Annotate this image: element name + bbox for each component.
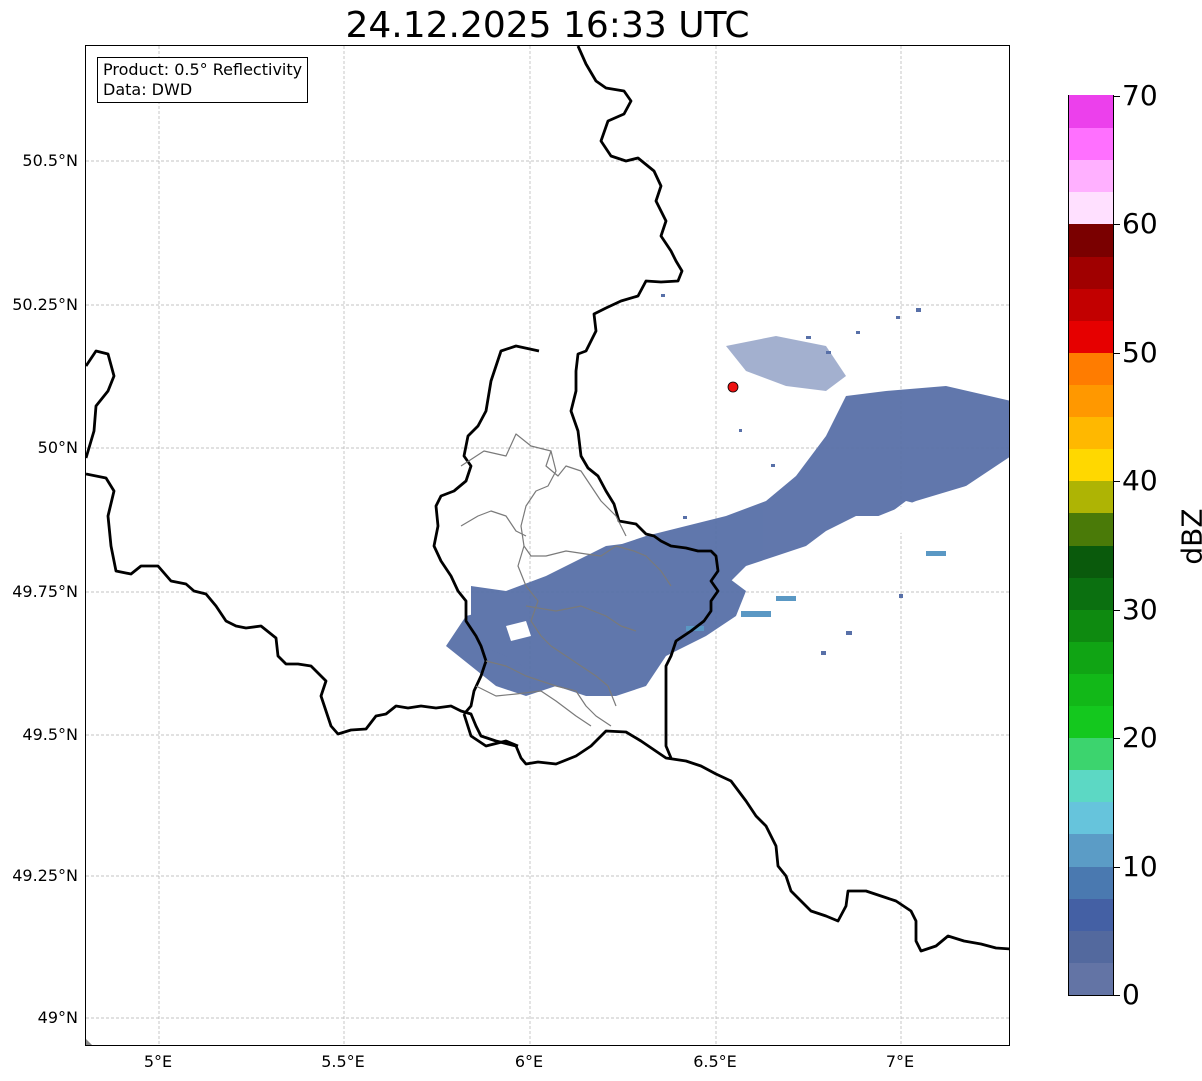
colorbar-segment xyxy=(1069,512,1113,546)
lat-label: 50°N xyxy=(37,438,78,457)
colorbar-tick-label: 0 xyxy=(1122,978,1140,1011)
colorbar-tick-label: 70 xyxy=(1122,79,1158,112)
colorbar-segment xyxy=(1069,962,1113,995)
map-title: 24.12.2025 16:33 UTC xyxy=(345,5,750,46)
colorbar-tick xyxy=(1114,609,1120,611)
colorbar-tick xyxy=(1114,224,1120,226)
colorbar-unit-label: dBZ xyxy=(1175,508,1202,565)
product-label: Product: 0.5° Reflectivity xyxy=(103,60,303,79)
colorbar-segment xyxy=(1069,223,1113,257)
colorbar-segment xyxy=(1069,127,1113,161)
colorbar-tick xyxy=(1114,995,1120,996)
lat-label: 50.25°N xyxy=(12,295,78,314)
colorbar-tick-label: 50 xyxy=(1122,335,1158,369)
colorbar-segment xyxy=(1069,705,1113,739)
colorbar-segment xyxy=(1069,95,1113,129)
colorbar-segment xyxy=(1069,737,1113,771)
radar-site-marker[interactable] xyxy=(727,381,739,393)
radar-map[interactable] xyxy=(85,45,1010,1046)
colorbar-segment xyxy=(1069,898,1113,931)
colorbar-segment xyxy=(1069,416,1113,450)
lon-label: 7°E xyxy=(885,1052,915,1071)
colorbar-segment xyxy=(1069,480,1113,514)
colorbar-tick-label: 40 xyxy=(1122,464,1158,498)
colorbar-tick-label: 10 xyxy=(1122,849,1158,883)
colorbar-segment xyxy=(1069,159,1113,193)
colorbar-segment xyxy=(1069,801,1113,835)
colorbar-tick xyxy=(1114,738,1120,740)
colorbar-segment xyxy=(1069,577,1113,610)
colorbar-tick-label: 60 xyxy=(1122,207,1158,241)
colorbar-segment xyxy=(1069,448,1113,482)
lat-label: 49.25°N xyxy=(12,866,78,885)
colorbar-segment xyxy=(1069,352,1113,385)
colorbar-segment xyxy=(1069,288,1113,321)
colorbar-segment xyxy=(1069,609,1113,642)
colorbar-tick-label: 30 xyxy=(1122,592,1158,626)
reflectivity-echoes xyxy=(446,294,1009,696)
colorbar-tick xyxy=(1114,481,1120,483)
lon-label: 5.5°E xyxy=(321,1052,365,1071)
colorbar xyxy=(1068,95,1114,996)
colorbar-tick-label: 20 xyxy=(1122,721,1158,755)
admin-borders xyxy=(460,433,672,727)
colorbar-segment xyxy=(1069,930,1113,963)
lon-label: 6.5°E xyxy=(693,1052,737,1071)
colorbar-segment xyxy=(1069,641,1113,674)
lat-label: 49°N xyxy=(37,1008,78,1027)
colorbar-segment xyxy=(1069,769,1113,803)
colorbar-segment xyxy=(1069,384,1113,418)
colorbar-segment xyxy=(1069,673,1113,707)
colorbar-segment xyxy=(1069,544,1113,578)
country-borders xyxy=(86,46,1009,953)
colorbar-tick xyxy=(1114,352,1120,354)
colorbar-segment xyxy=(1069,320,1113,353)
colorbar-tick xyxy=(1114,866,1120,868)
lat-label: 49.75°N xyxy=(12,582,78,601)
map-canvas xyxy=(86,46,1009,1045)
colorbar-segment xyxy=(1069,833,1113,867)
product-info-box: Product: 0.5° Reflectivity Data: DWD xyxy=(97,57,309,103)
data-source-label: Data: DWD xyxy=(103,80,193,99)
colorbar-tick xyxy=(1114,96,1120,97)
lon-label: 5°E xyxy=(143,1052,173,1071)
colorbar-segment xyxy=(1069,865,1113,899)
colorbar-segment xyxy=(1069,255,1113,289)
colorbar-segment xyxy=(1069,191,1113,225)
lat-label: 49.5°N xyxy=(22,725,78,744)
graticule xyxy=(86,46,1009,1045)
lon-label: 6°E xyxy=(514,1052,544,1071)
corner-land-fragment xyxy=(86,1039,92,1045)
lat-label: 50.5°N xyxy=(22,151,78,170)
